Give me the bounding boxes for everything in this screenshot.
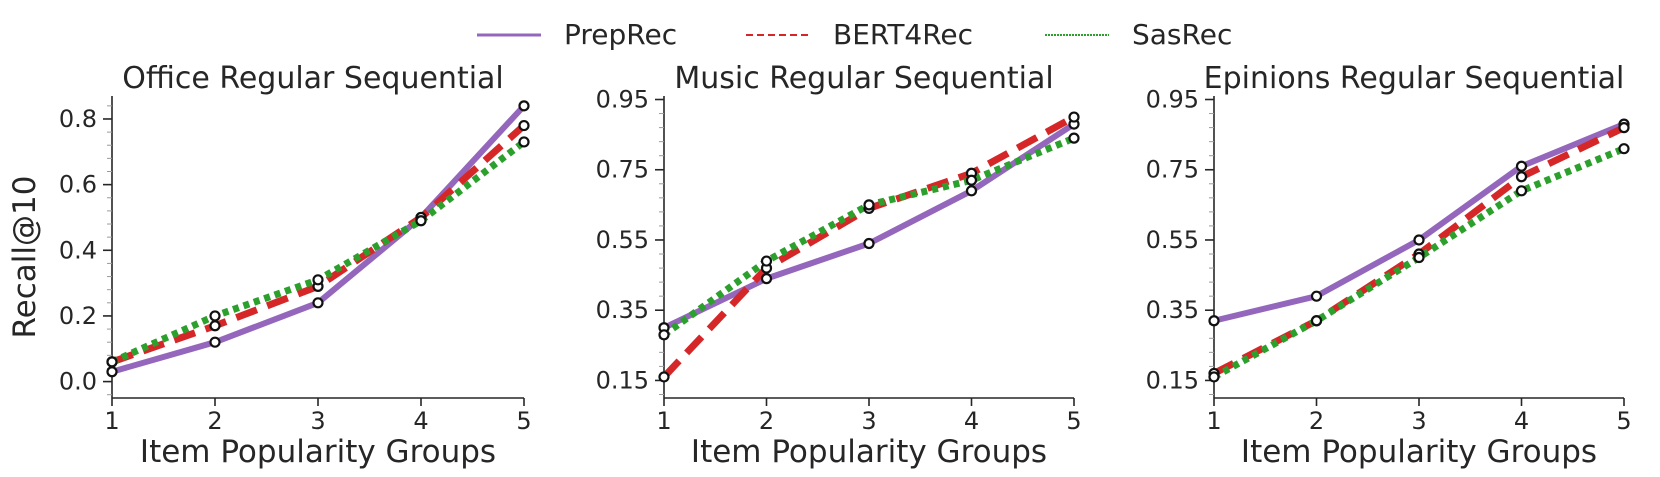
x-tick-label: 5 (1616, 407, 1631, 435)
data-point-sasrec (518, 136, 530, 148)
x-tick-label: 4 (413, 407, 428, 435)
data-point-sasrec (1515, 185, 1528, 197)
data-point-bert4rec (1515, 171, 1528, 183)
chart-title: Music Regular Sequential (674, 61, 1053, 96)
data-point-bert4rec (1618, 122, 1630, 134)
panel-2: Music Regular Sequential 0.15 0.35 0.55 0.75… (596, 61, 1082, 470)
data-point-preprec (1310, 290, 1323, 302)
y-tick-label: 0.6 (59, 171, 97, 199)
legend-label-sasrec: SasRec (1132, 18, 1232, 51)
data-point-bert4rec (518, 119, 530, 132)
data-point-preprec (209, 336, 221, 348)
y-tick-label: 0.95 (1146, 86, 1199, 114)
legend: PrepRec BERT4Rec SasRec (477, 18, 1232, 51)
x-tick-label: 3 (1411, 407, 1426, 435)
x-axis-label: Item Popularity Groups (140, 434, 496, 470)
y-tick-label: 0.75 (1146, 156, 1199, 184)
y-tick-label: 0.15 (1146, 366, 1199, 394)
y-tick-label: 0.15 (596, 366, 649, 394)
data-point-sasrec (1068, 132, 1080, 144)
data-point-preprec (1208, 315, 1220, 327)
legend-label-preprec: PrepRec (564, 18, 677, 51)
data-point-preprec (106, 366, 118, 378)
x-tick-label: 3 (861, 407, 876, 435)
data-point-sasrec (1208, 371, 1220, 383)
y-tick-label: 0.35 (596, 296, 649, 324)
y-tick-label: 0.95 (596, 86, 649, 114)
x-tick-label: 1 (104, 407, 119, 435)
data-point-preprec (518, 100, 530, 112)
x-tick-label: 5 (516, 407, 531, 435)
y-axis-label: Recall@10 (7, 176, 43, 339)
data-point-sasrec (106, 356, 118, 368)
data-point-sasrec (415, 215, 427, 227)
x-axis-label: Item Popularity Groups (691, 434, 1047, 470)
series-line-bert4rec (110, 122, 527, 366)
data-point-sasrec (863, 199, 875, 211)
panel-1: Office Regular Sequential 0.0 0.2 0.4 0.6 0.8… (7, 61, 532, 470)
x-tick-label: 5 (1066, 407, 1081, 435)
data-point-bert4rec (658, 371, 670, 383)
x-tick-label: 4 (964, 407, 979, 435)
y-tick-label: 0.35 (1146, 296, 1199, 324)
y-tick-label: 0.75 (596, 156, 649, 184)
chart-title: Epinions Regular Sequential (1204, 61, 1625, 96)
data-point-sasrec (760, 255, 773, 267)
x-tick-label: 1 (1206, 407, 1221, 435)
data-point-sasrec (965, 174, 978, 186)
data-point-sasrec (1618, 143, 1630, 155)
x-tick-label: 4 (1514, 407, 1529, 435)
series-line-sasrec (1212, 145, 1626, 380)
data-point-sasrec (1310, 315, 1323, 327)
x-tick-label: 2 (759, 407, 774, 435)
chart-title: Office Regular Sequential (122, 61, 504, 96)
data-point-sasrec (658, 329, 670, 341)
y-tick-label: 0.55 (1146, 226, 1199, 254)
y-tick-label: 0.4 (59, 236, 97, 264)
series-line-preprec (662, 121, 1076, 331)
data-point-bert4rec (1068, 111, 1080, 123)
data-point-sasrec (1413, 251, 1425, 264)
data-point-preprec (965, 185, 978, 197)
legend-label-bert4rec: BERT4Rec (833, 18, 973, 51)
y-tick-label: 0.55 (596, 226, 649, 254)
data-point-preprec (863, 237, 875, 250)
data-point-preprec (760, 273, 773, 285)
data-point-sasrec (209, 310, 221, 322)
data-point-preprec (1515, 160, 1528, 172)
data-point-sasrec (312, 274, 324, 286)
x-tick-label: 1 (656, 407, 671, 435)
data-point-preprec (1413, 234, 1425, 246)
y-tick-label: 0.2 (59, 302, 97, 330)
panel-3: Epinions Regular Sequential 0.15 0.35 0.55 0… (1146, 61, 1632, 470)
y-tick-label: 0.8 (59, 105, 97, 133)
y-tick-label: 0.0 (59, 368, 97, 396)
x-tick-label: 2 (207, 407, 222, 435)
x-axis-label: Item Popularity Groups (1241, 434, 1597, 470)
data-point-preprec (312, 297, 324, 309)
x-tick-label: 2 (1309, 407, 1324, 435)
data-point-bert4rec (209, 320, 221, 332)
x-tick-label: 3 (310, 407, 325, 435)
